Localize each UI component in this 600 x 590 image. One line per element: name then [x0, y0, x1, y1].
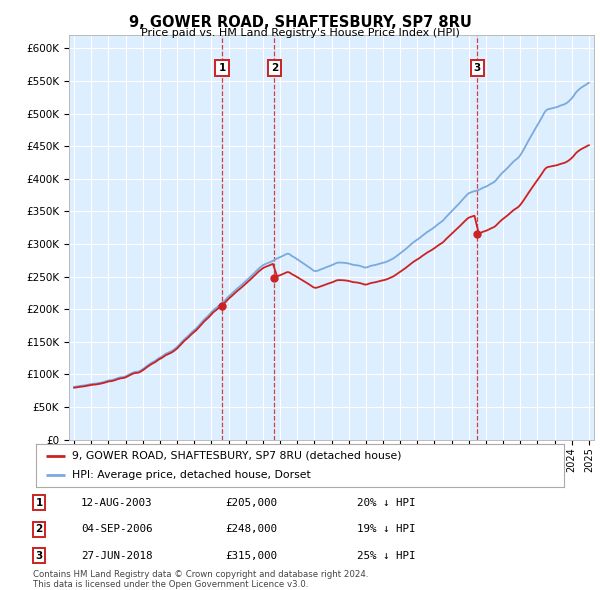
Text: 3: 3 — [35, 551, 43, 560]
Text: HPI: Average price, detached house, Dorset: HPI: Average price, detached house, Dors… — [72, 470, 311, 480]
Text: 3: 3 — [473, 63, 481, 73]
Text: This data is licensed under the Open Government Licence v3.0.: This data is licensed under the Open Gov… — [33, 579, 308, 589]
Text: 25% ↓ HPI: 25% ↓ HPI — [357, 551, 415, 560]
Text: 04-SEP-2006: 04-SEP-2006 — [81, 525, 152, 534]
Text: 12-AUG-2003: 12-AUG-2003 — [81, 498, 152, 507]
Text: 9, GOWER ROAD, SHAFTESBURY, SP7 8RU (detached house): 9, GOWER ROAD, SHAFTESBURY, SP7 8RU (det… — [72, 451, 401, 461]
Text: 2: 2 — [35, 525, 43, 534]
Text: 19% ↓ HPI: 19% ↓ HPI — [357, 525, 415, 534]
Text: 20% ↓ HPI: 20% ↓ HPI — [357, 498, 415, 507]
Text: 2: 2 — [271, 63, 278, 73]
Text: 27-JUN-2018: 27-JUN-2018 — [81, 551, 152, 560]
Text: Contains HM Land Registry data © Crown copyright and database right 2024.: Contains HM Land Registry data © Crown c… — [33, 570, 368, 579]
Text: £248,000: £248,000 — [225, 525, 277, 534]
Text: £205,000: £205,000 — [225, 498, 277, 507]
Text: Price paid vs. HM Land Registry's House Price Index (HPI): Price paid vs. HM Land Registry's House … — [140, 28, 460, 38]
Text: £315,000: £315,000 — [225, 551, 277, 560]
Text: 1: 1 — [218, 63, 226, 73]
Text: 1: 1 — [35, 498, 43, 507]
Text: 9, GOWER ROAD, SHAFTESBURY, SP7 8RU: 9, GOWER ROAD, SHAFTESBURY, SP7 8RU — [128, 15, 472, 30]
